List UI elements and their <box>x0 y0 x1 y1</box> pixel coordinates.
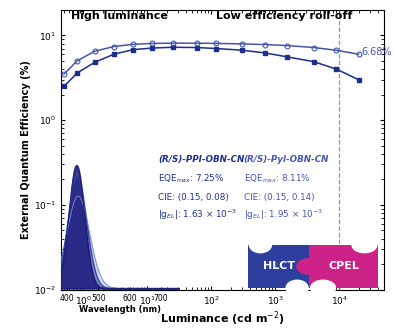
Y-axis label: External Quantum Efficiency (%): External Quantum Efficiency (%) <box>21 60 31 239</box>
Text: CIE: (0.15, 0.14): CIE: (0.15, 0.14) <box>243 193 314 202</box>
Text: Low efficiency roll-off: Low efficiency roll-off <box>216 11 353 21</box>
X-axis label: Wavelength (nm): Wavelength (nm) <box>79 305 161 314</box>
Text: CPEL: CPEL <box>328 261 359 271</box>
Text: 6.68%: 6.68% <box>361 47 392 58</box>
Text: (R/S)-Pyl-OBN-CN: (R/S)-Pyl-OBN-CN <box>243 155 329 165</box>
Text: EQE$_{max}$: 7.25%: EQE$_{max}$: 7.25% <box>158 173 224 185</box>
Text: High luminance: High luminance <box>71 11 167 21</box>
Text: CIE: (0.15, 0.08): CIE: (0.15, 0.08) <box>158 193 229 202</box>
Circle shape <box>249 237 271 253</box>
X-axis label: Luminance (cd m$^{-2}$): Luminance (cd m$^{-2}$) <box>160 310 285 328</box>
Circle shape <box>286 280 308 296</box>
Text: |g$_{EL}$|: 1.95 $\times$ 10$^{-3}$: |g$_{EL}$|: 1.95 $\times$ 10$^{-3}$ <box>243 208 322 222</box>
Text: HLCT: HLCT <box>263 261 295 271</box>
Text: EQE$_{max}$: 8.11%: EQE$_{max}$: 8.11% <box>243 173 310 185</box>
Circle shape <box>311 280 336 296</box>
Circle shape <box>297 259 322 274</box>
Circle shape <box>298 259 320 274</box>
Text: |g$_{EL}$|: 1.63 $\times$ 10$^{-3}$: |g$_{EL}$|: 1.63 $\times$ 10$^{-3}$ <box>158 208 237 222</box>
Circle shape <box>352 237 377 253</box>
Text: (R/S)-PPI-OBN-CN: (R/S)-PPI-OBN-CN <box>158 155 244 165</box>
